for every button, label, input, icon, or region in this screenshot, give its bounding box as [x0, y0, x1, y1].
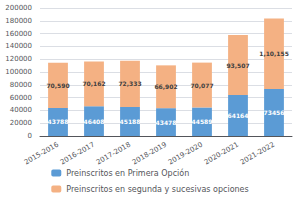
svg-text:80000: 80000 [10, 81, 32, 89]
svg-text:40000: 40000 [10, 106, 32, 114]
svg-text:160000: 160000 [5, 30, 32, 38]
svg-text:73456: 73456 [264, 109, 285, 116]
svg-text:93,507: 93,507 [226, 62, 249, 69]
svg-text:45188: 45188 [120, 118, 141, 125]
svg-text:72,333: 72,333 [118, 80, 141, 87]
svg-text:44589: 44589 [192, 118, 213, 125]
svg-text:20000: 20000 [10, 119, 32, 127]
svg-text:43788: 43788 [48, 118, 69, 125]
svg-text:2017-2018: 2017-2018 [95, 141, 132, 167]
svg-text:2015-2016: 2015-2016 [23, 141, 60, 167]
svg-text:70,077: 70,077 [190, 82, 213, 89]
svg-text:60000: 60000 [10, 94, 32, 102]
svg-text:70,590: 70,590 [46, 82, 69, 89]
svg-text:2020-2021: 2020-2021 [203, 141, 240, 167]
svg-text:1,10,155: 1,10,155 [259, 50, 289, 57]
svg-text:64164: 64164 [228, 112, 249, 119]
svg-text:200000: 200000 [5, 4, 32, 12]
svg-text:2019-2020: 2019-2020 [167, 141, 204, 167]
svg-text:0: 0 [28, 132, 32, 140]
svg-text:100000: 100000 [5, 68, 32, 76]
svg-text:2021-2022: 2021-2022 [239, 141, 276, 167]
svg-text:2016-2017: 2016-2017 [59, 141, 96, 167]
svg-text:Preinscritos en Primera Opción: Preinscritos en Primera Opción [66, 168, 189, 178]
svg-text:46408: 46408 [84, 118, 105, 125]
svg-text:140000: 140000 [5, 42, 32, 50]
svg-text:120000: 120000 [5, 55, 32, 63]
svg-text:180000: 180000 [5, 17, 32, 25]
svg-text:70,162: 70,162 [82, 80, 105, 87]
svg-text:2018-2019: 2018-2019 [131, 141, 168, 167]
svg-text:43478: 43478 [156, 119, 177, 126]
svg-text:Preinscritos en segunda y suce: Preinscritos en segunda y sucesivas opci… [66, 185, 248, 194]
svg-text:66,902: 66,902 [154, 83, 177, 90]
